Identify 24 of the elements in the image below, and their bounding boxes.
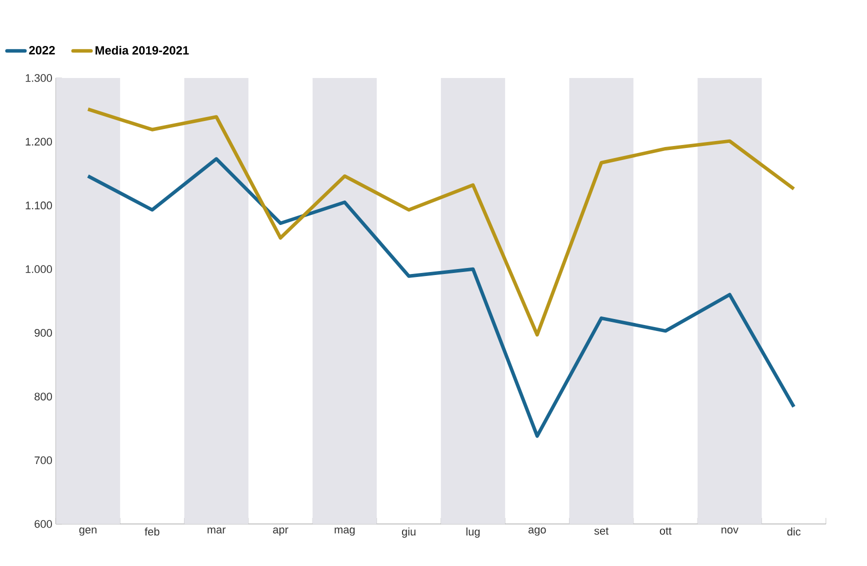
x-tick-label: giu: [402, 528, 416, 538]
legend-label: 2022: [29, 46, 55, 54]
y-tick-label: 1.000: [26, 265, 52, 274]
x-tick-label: mar: [208, 528, 226, 534]
y-tick-label: 600: [34, 520, 52, 528]
legend-label: Media 2019-2021: [96, 46, 189, 55]
x-tick-label: dic: [787, 528, 801, 536]
x-tick-label: ott: [660, 528, 672, 535]
x-tick-label: gen: [79, 528, 96, 536]
x-tick-label: ago: [528, 528, 546, 536]
x-tick-label: apr: [273, 528, 288, 536]
y-tick-label: 1.300: [26, 74, 52, 82]
x-tick-label: mag: [334, 528, 355, 536]
line-series: [86, 157, 796, 438]
x-tick-label: nov: [722, 528, 738, 534]
x-tick-label: feb: [144, 528, 160, 536]
y-tick-label: 700: [34, 456, 52, 464]
x-tick-label: set: [594, 528, 609, 535]
y-tick-label: 900: [34, 328, 52, 337]
y-tick-label: 1.200: [26, 138, 52, 146]
line-series: [86, 107, 796, 337]
y-tick-label: 800: [34, 392, 52, 400]
x-tick-label: lug: [466, 528, 480, 538]
y-tick-label: 1.100: [26, 202, 52, 210]
